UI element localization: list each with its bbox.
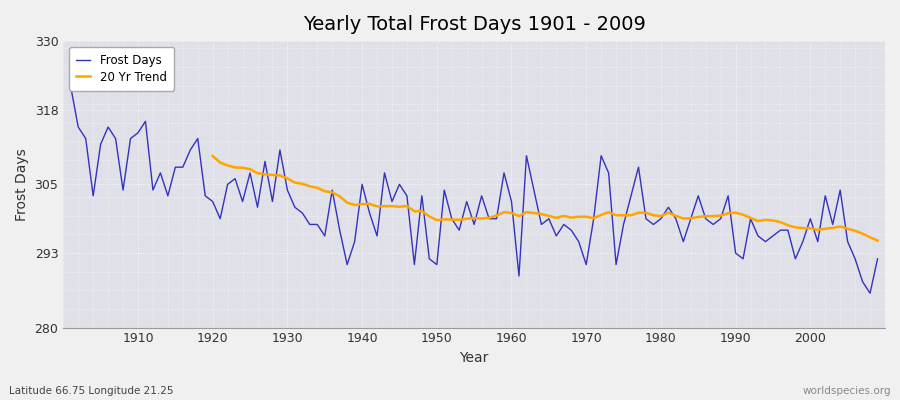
20 Yr Trend — [670, 214, 681, 218]
Frost Days — [125, 136, 136, 141]
Frost Days — [499, 170, 509, 175]
20 Yr Trend — [297, 181, 308, 186]
Frost Days — [865, 291, 876, 296]
Frost Days — [290, 205, 301, 210]
X-axis label: Year: Year — [460, 351, 489, 365]
Legend: Frost Days, 20 Yr Trend: Frost Days, 20 Yr Trend — [69, 47, 174, 91]
Frost Days — [596, 153, 607, 158]
Frost Days — [66, 84, 77, 89]
Text: worldspecies.org: worldspecies.org — [803, 386, 891, 396]
20 Yr Trend — [775, 220, 786, 224]
Frost Days — [506, 199, 517, 204]
Title: Yearly Total Frost Days 1901 - 2009: Yearly Total Frost Days 1901 - 2009 — [302, 15, 645, 34]
Frost Days — [872, 256, 883, 261]
20 Yr Trend — [842, 226, 853, 231]
20 Yr Trend — [207, 154, 218, 158]
20 Yr Trend — [760, 218, 771, 222]
20 Yr Trend — [872, 238, 883, 243]
Frost Days — [334, 228, 345, 232]
Text: Latitude 66.75 Longitude 21.25: Latitude 66.75 Longitude 21.25 — [9, 386, 174, 396]
Line: Frost Days: Frost Days — [71, 87, 878, 293]
Y-axis label: Frost Days: Frost Days — [15, 148, 29, 221]
Line: 20 Yr Trend: 20 Yr Trend — [212, 156, 878, 240]
20 Yr Trend — [409, 209, 419, 214]
